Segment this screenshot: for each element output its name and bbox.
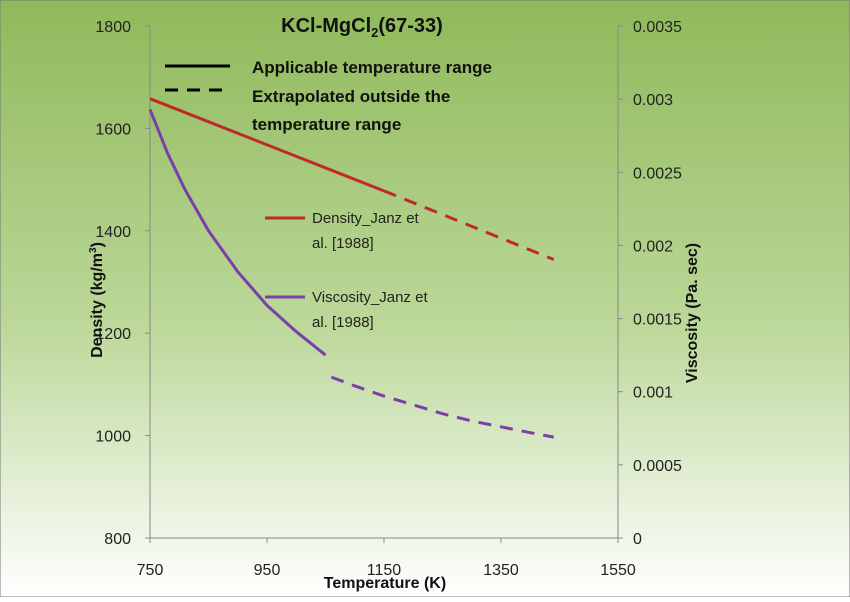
y-right-tick-label: 0.001 — [633, 385, 673, 402]
x-tick-label: 1550 — [600, 562, 636, 579]
legend-solid-label: Applicable temperature range — [252, 58, 492, 77]
y-axis-right-label: Viscosity (Pa. sec) — [684, 243, 701, 383]
legend-dashed-label-line1: Extrapolated outside the — [252, 87, 450, 106]
y-left-tick-label: 1600 — [95, 121, 131, 138]
y-right-tick-label: 0.0025 — [633, 165, 682, 182]
viscosity-dashed-line — [330, 375, 554, 439]
legend-viscosity-label-line1: Viscosity_Janz et — [312, 289, 428, 306]
x-tick-label: 1350 — [483, 562, 519, 579]
y-right-tick-label: 0.003 — [633, 92, 673, 109]
x-tick-label: 1150 — [367, 562, 402, 579]
legend-density-label-line2: al. [1988] — [312, 235, 374, 252]
title-suffix: (67-33) — [378, 15, 442, 37]
y-left-tick-label: 1400 — [95, 224, 131, 241]
density-dashed-line — [383, 189, 555, 261]
x-tick-label: 950 — [254, 562, 281, 579]
title-subscript: 2 — [371, 25, 378, 40]
y-right-tick-label: 0.0035 — [633, 19, 682, 36]
y-left-tick-label: 1000 — [95, 429, 131, 446]
x-axis-label: Temperature (K) — [324, 575, 446, 592]
density-solid-line — [149, 97, 385, 193]
title-main: KCl-MgCl — [281, 15, 371, 37]
y-right-tick-label: 0 — [633, 531, 642, 548]
legend-viscosity-label-line2: al. [1988] — [312, 314, 374, 331]
viscosity-solid-line — [148, 108, 327, 357]
y-left-tick-label: 1200 — [95, 326, 131, 343]
y-left-tick-label: 800 — [104, 531, 131, 548]
x-tick-label: 750 — [137, 562, 164, 579]
y-right-tick-label: 0.002 — [633, 238, 673, 255]
legend-density-label-line1: Density_Janz et — [312, 210, 420, 227]
y-left-tick-label: 1800 — [95, 19, 131, 36]
y-axis-left-label: Density (kg/m3) — [88, 242, 106, 358]
y-right-tick-label: 0.0005 — [633, 458, 682, 475]
series-layer — [148, 97, 555, 439]
chart-title: KCl-MgCl2(67-33) — [281, 15, 443, 40]
axes: 750 950 1150 1350 1550 800 1000 1200 1400 1600 180… — [95, 19, 682, 579]
y-right-tick-label: 0.0015 — [633, 312, 682, 329]
legend-dashed-label-line2: temperature range — [252, 115, 401, 134]
